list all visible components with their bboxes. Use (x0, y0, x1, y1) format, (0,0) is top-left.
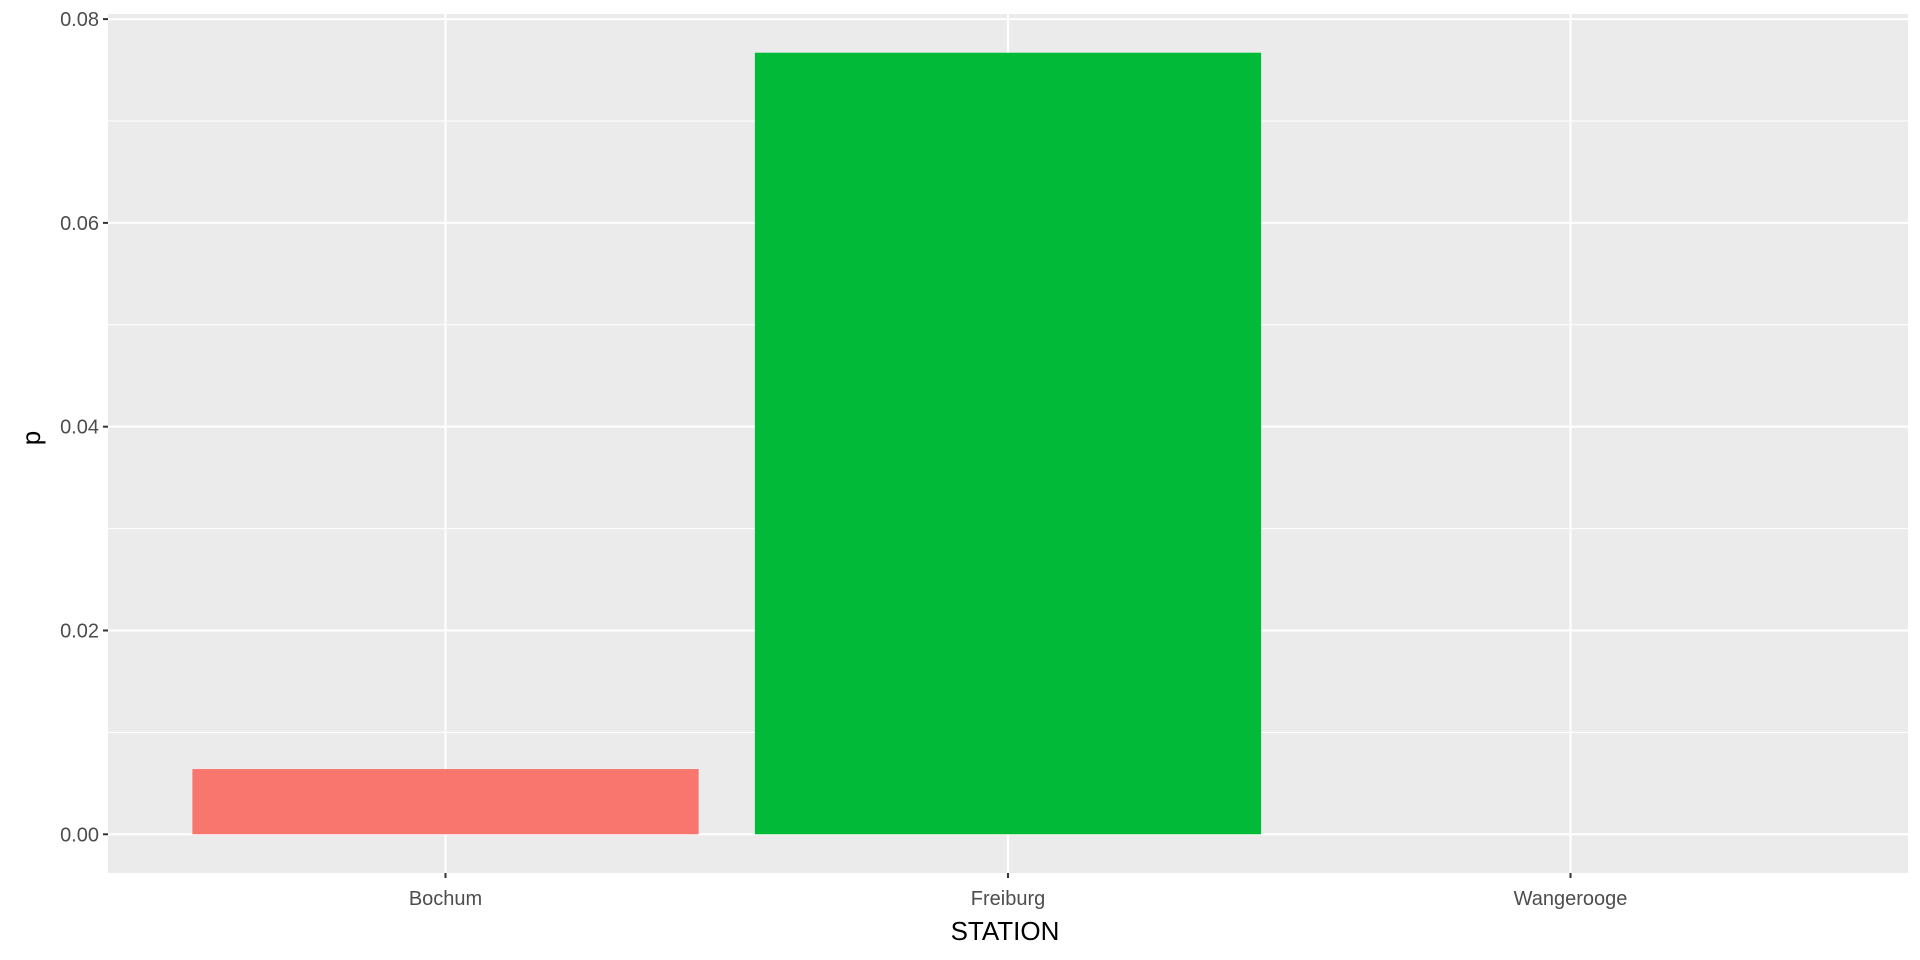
y-tick-label: 0.00 (60, 824, 99, 846)
y-axis: 0.00 0.02 0.04 0.06 0.08 (60, 9, 108, 846)
y-tick-label: 0.06 (60, 213, 99, 235)
x-tick-label: Wangerooge (1514, 888, 1628, 910)
x-tick-label: Freiburg (971, 888, 1045, 910)
bar-bochum (192, 769, 699, 835)
bar-freiburg (754, 52, 1262, 835)
y-tick-label: 0.04 (60, 417, 99, 439)
x-axis-title: STATION (951, 916, 1060, 946)
x-axis: Bochum Freiburg Wangerooge (409, 873, 1628, 910)
y-tick-label: 0.08 (60, 9, 99, 31)
y-axis-title: p (16, 431, 46, 445)
x-tick-label: Bochum (409, 888, 482, 910)
y-tick-label: 0.02 (60, 620, 99, 642)
bars (192, 52, 1262, 835)
